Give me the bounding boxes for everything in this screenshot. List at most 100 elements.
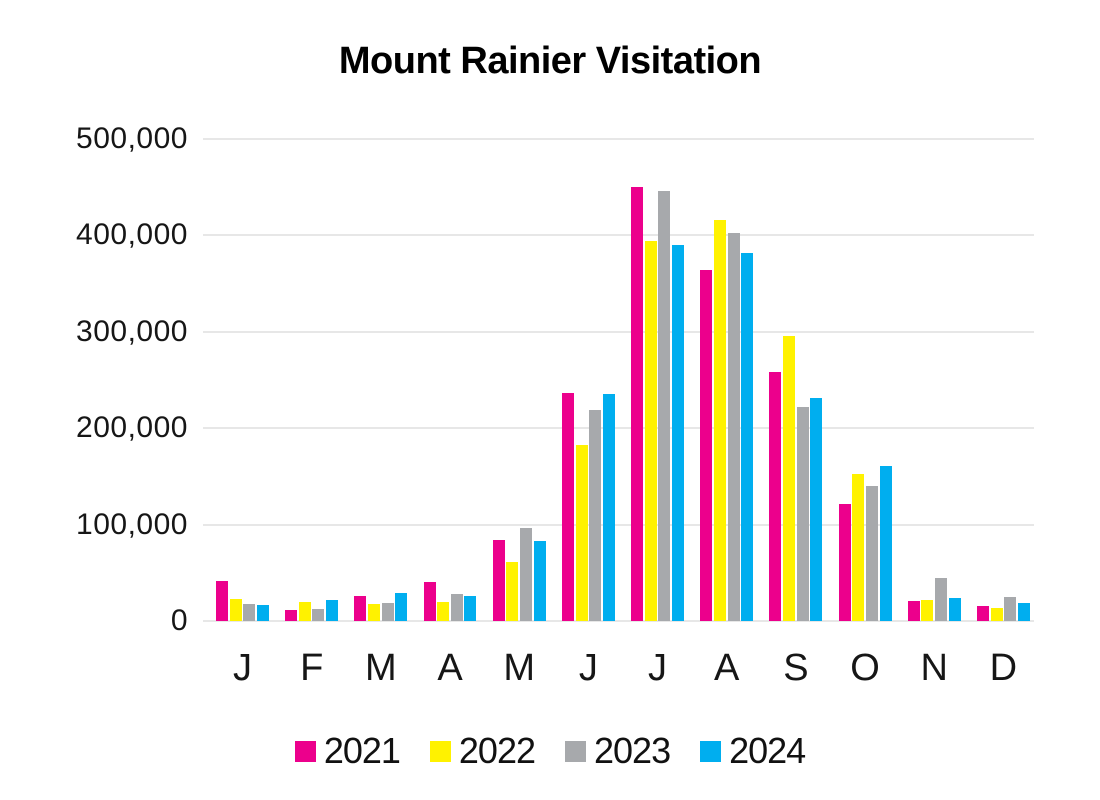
x-tick-label: N xyxy=(920,647,948,689)
bar-2021 xyxy=(492,540,505,621)
bar-2022 xyxy=(437,601,450,621)
x-tick-label: J xyxy=(578,647,598,689)
legend-swatch xyxy=(565,740,586,762)
bar-2021 xyxy=(700,270,713,621)
y-tick-label: 300,000 xyxy=(76,314,188,348)
x-tick-label: A xyxy=(437,647,463,689)
legend: 2021 2022 2023 2024 xyxy=(0,730,1100,772)
bar-2021 xyxy=(769,372,782,621)
legend-label: 2021 xyxy=(323,730,401,771)
bar-2023 xyxy=(658,191,671,621)
bar-group xyxy=(769,139,823,621)
bar-2023 xyxy=(865,486,878,621)
legend-label: 2022 xyxy=(458,730,536,771)
bar-2023 xyxy=(312,608,325,621)
legend-item-2024: 2024 xyxy=(700,730,806,772)
bar-group xyxy=(561,139,615,621)
bar-group xyxy=(216,139,269,621)
bar-2021 xyxy=(907,600,920,621)
bar-2023 xyxy=(935,577,948,621)
y-tick-label: 200,000 xyxy=(76,411,188,445)
bar-2022 xyxy=(783,335,796,621)
bar-2021 xyxy=(976,605,989,621)
legend-item-2021: 2021 xyxy=(294,730,401,772)
gridline xyxy=(203,523,1034,526)
legend-item-2023: 2023 xyxy=(565,730,671,772)
bar-2024 xyxy=(810,398,823,621)
bar-2023 xyxy=(520,528,532,621)
bar-2023 xyxy=(589,409,602,621)
gridline xyxy=(203,234,1034,237)
bar-2023 xyxy=(796,407,809,621)
legend-label: 2024 xyxy=(729,730,806,771)
bar-2022 xyxy=(575,444,588,621)
bar-series-area xyxy=(216,139,1030,621)
y-tick-label: 400,000 xyxy=(76,218,188,252)
bar-2024 xyxy=(395,593,408,621)
x-tick-label: M xyxy=(503,647,536,689)
bar-2021 xyxy=(838,504,851,621)
y-tick-label: 100,000 xyxy=(76,507,188,541)
y-tick-label: 500,000 xyxy=(76,122,188,155)
x-tick-label: O xyxy=(850,647,880,689)
gridline xyxy=(203,330,1034,333)
bar-2021 xyxy=(354,595,367,621)
bar-2024 xyxy=(672,245,684,621)
bar-2022 xyxy=(921,600,934,621)
bar-2021 xyxy=(216,581,228,621)
bar-2022 xyxy=(229,598,242,621)
bar-group xyxy=(631,139,684,621)
y-axis-tick-labels: 500,000 400,000 300,000 200,000 100,000 0 xyxy=(0,124,188,636)
bar-2024 xyxy=(533,541,546,621)
legend-swatch xyxy=(294,740,316,762)
x-tick-label: D xyxy=(989,647,1018,689)
bar-2021 xyxy=(631,187,644,621)
gridline xyxy=(203,620,1034,622)
bar-group xyxy=(700,139,754,621)
legend-swatch xyxy=(700,740,722,762)
bar-2022 xyxy=(852,474,865,621)
x-tick-label: J xyxy=(233,647,252,689)
bar-group xyxy=(285,139,339,621)
bar-2022 xyxy=(368,603,380,621)
bar-group xyxy=(907,139,961,621)
bar-2023 xyxy=(243,603,256,621)
x-tick-label: M xyxy=(365,647,397,689)
plot-area xyxy=(203,138,1034,622)
bar-group xyxy=(423,139,477,621)
bar-2022 xyxy=(298,602,311,621)
legend-label: 2023 xyxy=(594,730,671,771)
bar-2024 xyxy=(464,595,477,621)
gridline xyxy=(203,427,1034,430)
bar-2024 xyxy=(326,600,339,621)
bar-2023 xyxy=(450,594,463,621)
bar-2021 xyxy=(561,392,574,621)
bar-2024 xyxy=(948,597,961,621)
bar-2021 xyxy=(285,609,298,621)
legend-item-2022: 2022 xyxy=(429,730,536,772)
x-tick-label: A xyxy=(714,647,740,689)
bar-2023 xyxy=(1004,596,1017,621)
bar-2023 xyxy=(727,233,740,621)
x-tick-label: J xyxy=(648,647,668,689)
bar-2022 xyxy=(713,219,726,621)
legend-swatch xyxy=(429,740,451,762)
bar-group xyxy=(838,139,892,621)
y-tick-label: 0 xyxy=(170,604,188,637)
x-tick-label: F xyxy=(300,647,324,689)
bar-group xyxy=(492,139,546,621)
bar-group xyxy=(354,139,408,621)
bar-2022 xyxy=(644,241,657,621)
bar-group xyxy=(976,139,1030,621)
bar-2021 xyxy=(423,582,436,621)
bar-2024 xyxy=(741,252,754,621)
bar-2024 xyxy=(602,394,615,621)
bar-2023 xyxy=(381,602,394,621)
bar-2024 xyxy=(1017,602,1030,621)
chart-title: Mount Rainier Visitation xyxy=(338,40,762,82)
bar-2024 xyxy=(879,465,892,621)
gridline xyxy=(203,138,1034,140)
bar-2022 xyxy=(506,562,519,621)
